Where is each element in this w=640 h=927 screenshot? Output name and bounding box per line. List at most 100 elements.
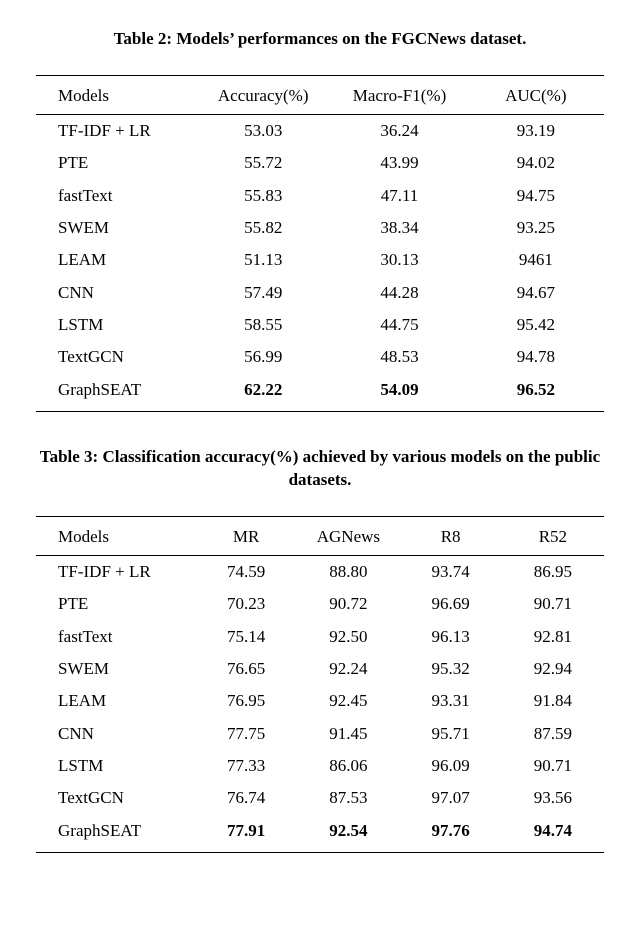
cell-macrof1: 47.11 <box>331 180 467 212</box>
cell-mr: 70.23 <box>195 588 297 620</box>
cell-model: GraphSEAT <box>36 815 195 853</box>
table-3-body: TF-IDF + LR 74.59 88.80 93.74 86.95 PTE … <box>36 555 604 852</box>
cell-r8: 96.13 <box>400 621 502 653</box>
cell-model: TF-IDF + LR <box>36 555 195 588</box>
cell-auc: 94.67 <box>468 277 604 309</box>
cell-auc: 94.02 <box>468 147 604 179</box>
cell-auc: 95.42 <box>468 309 604 341</box>
cell-mr: 77.33 <box>195 750 297 782</box>
cell-macrof1: 38.34 <box>331 212 467 244</box>
table-2-col-accuracy: Accuracy(%) <box>195 75 331 114</box>
cell-r8: 95.71 <box>400 718 502 750</box>
cell-auc: 9461 <box>468 244 604 276</box>
table-row: LSTM 77.33 86.06 96.09 90.71 <box>36 750 604 782</box>
cell-model: LSTM <box>36 309 195 341</box>
table-row: LSTM 58.55 44.75 95.42 <box>36 309 604 341</box>
cell-r8: 96.09 <box>400 750 502 782</box>
table-3-col-r52: R52 <box>502 516 604 555</box>
cell-accuracy: 55.82 <box>195 212 331 244</box>
cell-r8: 97.76 <box>400 815 502 853</box>
table-row: GraphSEAT 62.22 54.09 96.52 <box>36 374 604 412</box>
cell-accuracy: 55.72 <box>195 147 331 179</box>
cell-agnews: 88.80 <box>297 555 399 588</box>
cell-model: PTE <box>36 147 195 179</box>
cell-accuracy: 55.83 <box>195 180 331 212</box>
cell-r8: 93.31 <box>400 685 502 717</box>
table-row: TextGCN 56.99 48.53 94.78 <box>36 341 604 373</box>
table-row: SWEM 76.65 92.24 95.32 92.94 <box>36 653 604 685</box>
cell-r52: 90.71 <box>502 750 604 782</box>
cell-auc: 94.78 <box>468 341 604 373</box>
cell-mr: 76.95 <box>195 685 297 717</box>
table-3: Models MR AGNews R8 R52 TF-IDF + LR 74.5… <box>36 516 604 853</box>
cell-agnews: 87.53 <box>297 782 399 814</box>
table-3-col-mr: MR <box>195 516 297 555</box>
table-row: GraphSEAT 77.91 92.54 97.76 94.74 <box>36 815 604 853</box>
cell-macrof1: 44.28 <box>331 277 467 309</box>
table-row: PTE 70.23 90.72 96.69 90.71 <box>36 588 604 620</box>
page: Table 2: Models’ performances on the FGC… <box>0 0 640 927</box>
table-row: TF-IDF + LR 53.03 36.24 93.19 <box>36 114 604 147</box>
cell-r52: 90.71 <box>502 588 604 620</box>
cell-model: CNN <box>36 718 195 750</box>
cell-mr: 75.14 <box>195 621 297 653</box>
cell-agnews: 92.45 <box>297 685 399 717</box>
table-2: Models Accuracy(%) Macro-F1(%) AUC(%) TF… <box>36 75 604 412</box>
table-2-head: Models Accuracy(%) Macro-F1(%) AUC(%) <box>36 75 604 114</box>
cell-model: fastText <box>36 180 195 212</box>
cell-macrof1: 36.24 <box>331 114 467 147</box>
table-3-col-r8: R8 <box>400 516 502 555</box>
cell-mr: 76.74 <box>195 782 297 814</box>
cell-accuracy: 62.22 <box>195 374 331 412</box>
cell-agnews: 92.50 <box>297 621 399 653</box>
cell-r8: 93.74 <box>400 555 502 588</box>
cell-accuracy: 51.13 <box>195 244 331 276</box>
cell-auc: 96.52 <box>468 374 604 412</box>
table-2-col-macrof1: Macro-F1(%) <box>331 75 467 114</box>
cell-mr: 76.65 <box>195 653 297 685</box>
cell-macrof1: 30.13 <box>331 244 467 276</box>
table-3-head: Models MR AGNews R8 R52 <box>36 516 604 555</box>
cell-accuracy: 56.99 <box>195 341 331 373</box>
cell-mr: 77.91 <box>195 815 297 853</box>
cell-agnews: 92.24 <box>297 653 399 685</box>
cell-r52: 92.94 <box>502 653 604 685</box>
cell-macrof1: 43.99 <box>331 147 467 179</box>
cell-r52: 87.59 <box>502 718 604 750</box>
cell-agnews: 92.54 <box>297 815 399 853</box>
table-row: TF-IDF + LR 74.59 88.80 93.74 86.95 <box>36 555 604 588</box>
cell-model: GraphSEAT <box>36 374 195 412</box>
table-2-col-auc: AUC(%) <box>468 75 604 114</box>
cell-agnews: 86.06 <box>297 750 399 782</box>
table-3-col-models: Models <box>36 516 195 555</box>
cell-model: TextGCN <box>36 341 195 373</box>
cell-model: CNN <box>36 277 195 309</box>
cell-model: TF-IDF + LR <box>36 114 195 147</box>
table-row: PTE 55.72 43.99 94.02 <box>36 147 604 179</box>
cell-r52: 92.81 <box>502 621 604 653</box>
table-2-block: Table 2: Models’ performances on the FGC… <box>36 28 604 412</box>
cell-mr: 74.59 <box>195 555 297 588</box>
cell-r52: 94.74 <box>502 815 604 853</box>
cell-mr: 77.75 <box>195 718 297 750</box>
table-3-caption: Table 3: Classification accuracy(%) achi… <box>36 446 604 492</box>
table-row: fastText 55.83 47.11 94.75 <box>36 180 604 212</box>
table-row: SWEM 55.82 38.34 93.25 <box>36 212 604 244</box>
table-2-caption: Table 2: Models’ performances on the FGC… <box>36 28 604 51</box>
cell-accuracy: 57.49 <box>195 277 331 309</box>
cell-model: LEAM <box>36 244 195 276</box>
cell-r52: 93.56 <box>502 782 604 814</box>
table-2-header-row: Models Accuracy(%) Macro-F1(%) AUC(%) <box>36 75 604 114</box>
cell-accuracy: 58.55 <box>195 309 331 341</box>
table-3-block: Table 3: Classification accuracy(%) achi… <box>36 446 604 853</box>
cell-r8: 96.69 <box>400 588 502 620</box>
table-3-header-row: Models MR AGNews R8 R52 <box>36 516 604 555</box>
cell-macrof1: 54.09 <box>331 374 467 412</box>
cell-model: TextGCN <box>36 782 195 814</box>
cell-r52: 86.95 <box>502 555 604 588</box>
cell-macrof1: 48.53 <box>331 341 467 373</box>
cell-model: LSTM <box>36 750 195 782</box>
cell-r8: 95.32 <box>400 653 502 685</box>
cell-r8: 97.07 <box>400 782 502 814</box>
cell-auc: 93.19 <box>468 114 604 147</box>
